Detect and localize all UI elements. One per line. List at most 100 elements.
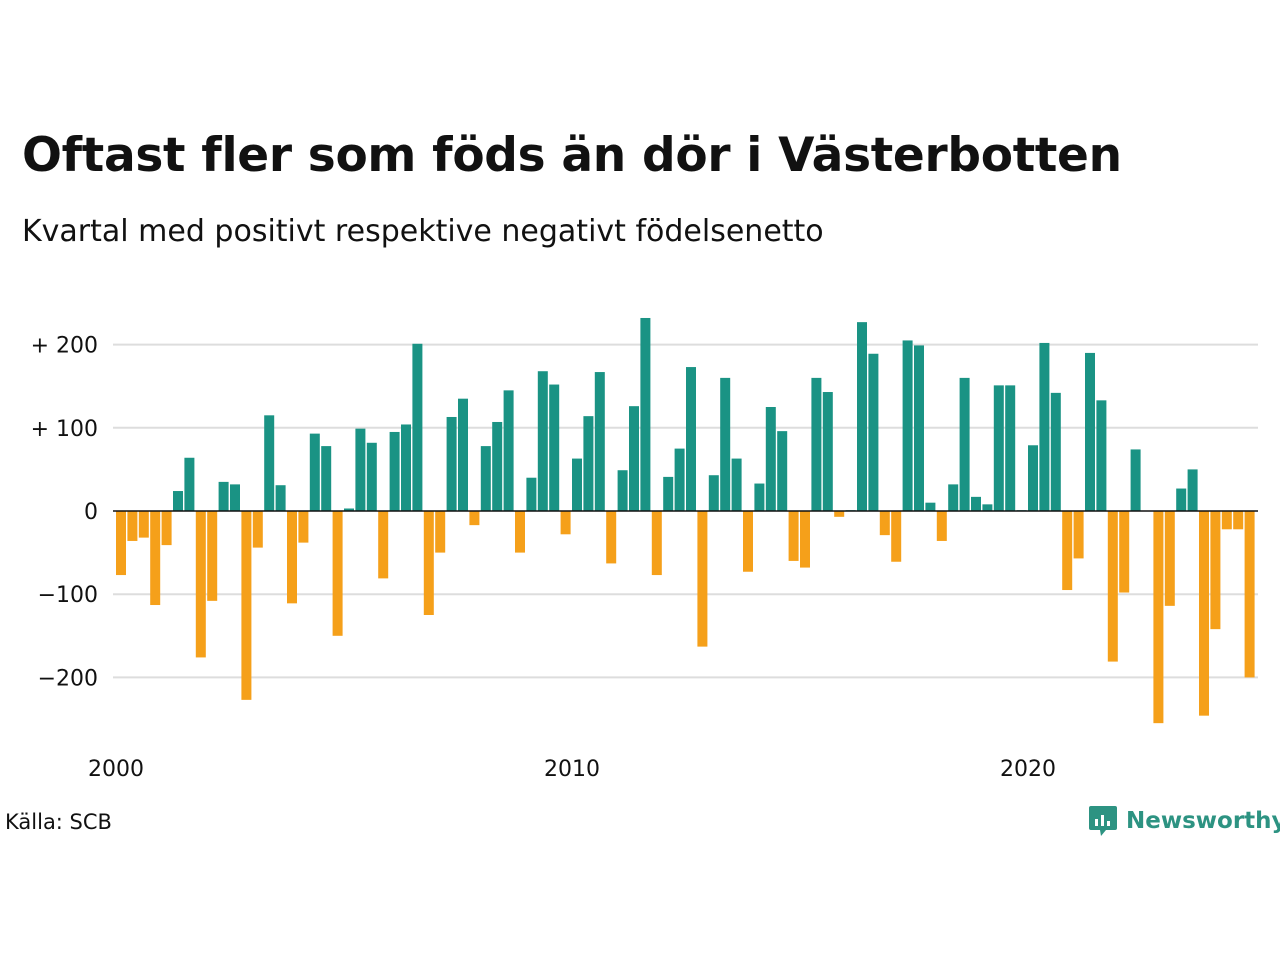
bar bbox=[446, 416, 457, 511]
bar bbox=[309, 433, 320, 511]
bar bbox=[526, 477, 537, 511]
bar bbox=[1164, 511, 1175, 606]
bar bbox=[788, 511, 799, 561]
bar bbox=[480, 446, 491, 511]
bar bbox=[1233, 511, 1244, 530]
y-tick-label: −100 bbox=[38, 583, 98, 608]
brand-logo: Newsworthy bbox=[1088, 804, 1280, 838]
bar bbox=[423, 511, 434, 615]
y-tick-labels: + 200 + 100 0 −100 −200 bbox=[31, 334, 98, 692]
x-tick-label: 2000 bbox=[88, 757, 144, 782]
bar bbox=[811, 377, 822, 511]
bar bbox=[1244, 511, 1255, 678]
bar bbox=[914, 345, 924, 511]
source-note: Källa: SCB bbox=[5, 810, 112, 834]
bar bbox=[1085, 352, 1095, 511]
bar bbox=[822, 392, 833, 511]
bar-layer bbox=[116, 317, 1255, 724]
bar bbox=[218, 481, 229, 511]
bar bbox=[252, 511, 263, 548]
bar bbox=[777, 431, 788, 511]
bar bbox=[515, 511, 525, 553]
y-tick-label: 0 bbox=[84, 500, 98, 525]
bar bbox=[708, 475, 719, 511]
bar bbox=[298, 511, 309, 543]
bar bbox=[503, 390, 514, 511]
bar bbox=[606, 511, 617, 564]
bar bbox=[207, 511, 218, 601]
bar bbox=[959, 377, 970, 511]
bar bbox=[857, 322, 867, 511]
bar bbox=[127, 511, 138, 541]
bar bbox=[674, 448, 685, 511]
bar bbox=[572, 458, 582, 511]
bar bbox=[629, 406, 639, 511]
bar bbox=[697, 511, 708, 647]
bar bbox=[640, 317, 651, 511]
bar bbox=[868, 353, 879, 511]
bar bbox=[138, 511, 149, 538]
bar bbox=[891, 511, 902, 562]
bar bbox=[1119, 511, 1130, 593]
chart-title: Oftast fler som föds än dör i Västerbott… bbox=[22, 128, 1122, 183]
chart-subtitle: Kvartal med positivt respektive negativt… bbox=[22, 214, 824, 249]
bar bbox=[1005, 385, 1016, 511]
bar bbox=[173, 491, 183, 511]
bar bbox=[389, 431, 400, 511]
bar bbox=[743, 511, 753, 572]
bar bbox=[344, 508, 354, 511]
bar bbox=[549, 384, 560, 511]
bar bbox=[1039, 342, 1050, 511]
bar bbox=[1107, 511, 1118, 662]
bar bbox=[161, 511, 172, 546]
bar bbox=[469, 511, 480, 526]
bar bbox=[1176, 488, 1187, 511]
bar bbox=[150, 511, 161, 606]
bar bbox=[412, 343, 423, 511]
bar bbox=[1028, 445, 1038, 511]
bar bbox=[879, 511, 890, 536]
brand-name: Newsworthy bbox=[1126, 808, 1280, 834]
x-tick-label: 2010 bbox=[544, 757, 600, 782]
bar bbox=[583, 416, 594, 511]
bar bbox=[800, 511, 810, 568]
bar bbox=[241, 511, 252, 700]
bar bbox=[116, 511, 126, 576]
bar bbox=[1130, 449, 1141, 511]
bar bbox=[720, 377, 731, 511]
bar bbox=[1096, 400, 1107, 511]
bar bbox=[948, 484, 959, 511]
bar bbox=[355, 428, 366, 511]
bar bbox=[1153, 511, 1164, 724]
bar bbox=[617, 470, 628, 511]
bar bbox=[435, 511, 446, 553]
bar bbox=[1050, 392, 1061, 511]
bar bbox=[1210, 511, 1221, 630]
y-tick-label: + 100 bbox=[31, 417, 98, 442]
bar bbox=[971, 496, 981, 511]
bar bbox=[287, 511, 297, 604]
bar bbox=[366, 442, 377, 511]
x-tick-label: 2020 bbox=[1000, 757, 1056, 782]
bar bbox=[1073, 511, 1084, 559]
bar bbox=[321, 446, 332, 511]
bar bbox=[936, 511, 947, 541]
bar bbox=[1199, 511, 1209, 716]
bar bbox=[537, 371, 548, 511]
bar bbox=[458, 398, 468, 511]
bar bbox=[264, 415, 275, 511]
bar bbox=[275, 485, 286, 511]
bar bbox=[1062, 511, 1073, 591]
bar bbox=[492, 421, 503, 511]
bar bbox=[982, 504, 993, 511]
bar bbox=[184, 457, 195, 511]
bar bbox=[230, 484, 240, 511]
newsworthy-logo-icon bbox=[1089, 806, 1117, 836]
bar bbox=[332, 511, 343, 636]
bar bbox=[731, 458, 742, 511]
bar bbox=[925, 502, 936, 511]
bar bbox=[993, 385, 1004, 511]
y-tick-label: −200 bbox=[38, 666, 98, 691]
bar bbox=[663, 476, 674, 511]
